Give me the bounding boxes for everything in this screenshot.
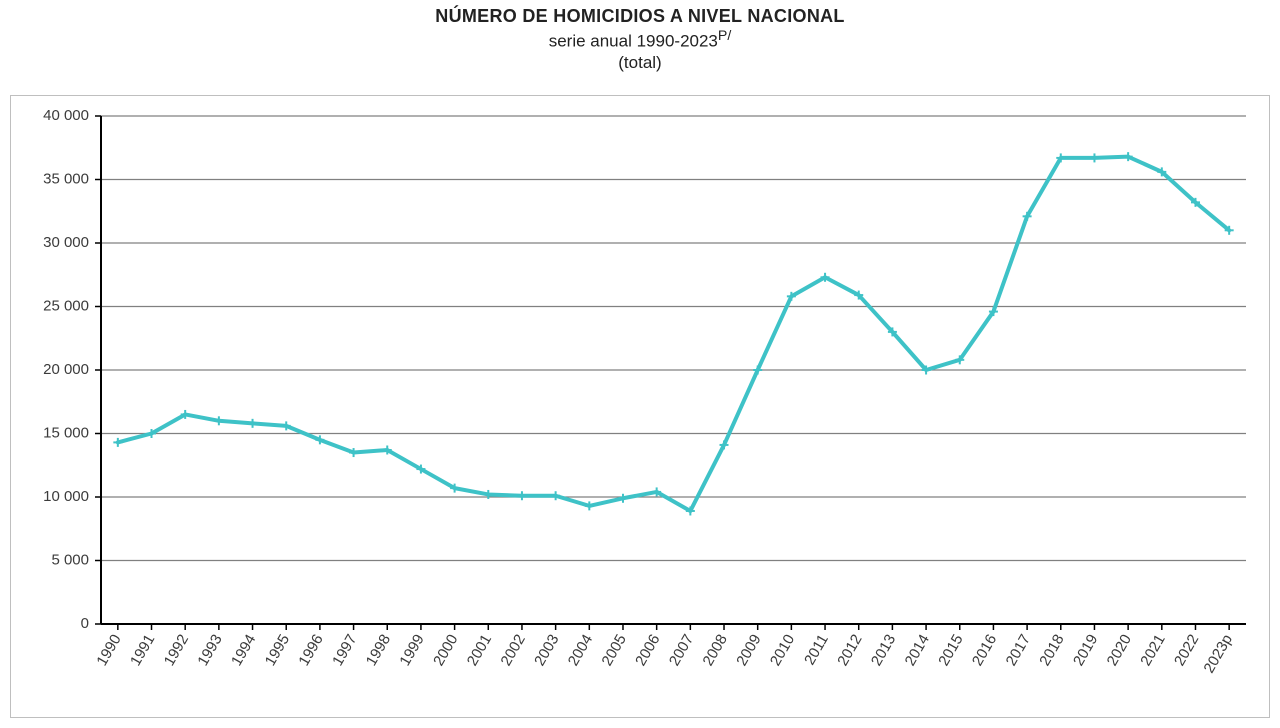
svg-text:2021: 2021 xyxy=(1137,631,1168,668)
svg-text:35 000: 35 000 xyxy=(43,170,89,187)
svg-text:2011: 2011 xyxy=(801,631,832,667)
svg-text:1997: 1997 xyxy=(329,631,360,668)
svg-text:2015: 2015 xyxy=(935,631,966,668)
svg-text:1992: 1992 xyxy=(161,631,192,668)
svg-text:2018: 2018 xyxy=(1036,631,1067,668)
svg-text:2007: 2007 xyxy=(666,631,697,668)
svg-text:2020: 2020 xyxy=(1104,631,1135,668)
svg-text:2022: 2022 xyxy=(1171,631,1202,668)
svg-text:10 000: 10 000 xyxy=(43,488,89,505)
svg-text:2000: 2000 xyxy=(430,631,461,668)
svg-text:2013: 2013 xyxy=(868,631,899,668)
chart-paren-text: (total) xyxy=(618,53,661,72)
svg-text:0: 0 xyxy=(81,615,89,632)
svg-text:40 000: 40 000 xyxy=(43,107,89,124)
svg-text:2014: 2014 xyxy=(902,631,933,668)
chart-subtitle-text: serie anual 1990-2023 xyxy=(549,32,718,51)
svg-text:2017: 2017 xyxy=(1003,631,1034,668)
svg-text:2016: 2016 xyxy=(969,631,1000,668)
chart-page: NÚMERO DE HOMICIDIOS A NIVEL NACIONAL se… xyxy=(0,0,1280,728)
svg-text:1999: 1999 xyxy=(396,631,427,668)
svg-text:1991: 1991 xyxy=(127,631,158,668)
svg-text:1994: 1994 xyxy=(228,631,259,668)
svg-text:30 000: 30 000 xyxy=(43,234,89,251)
svg-text:2003: 2003 xyxy=(531,631,562,668)
chart-titles: NÚMERO DE HOMICIDIOS A NIVEL NACIONAL se… xyxy=(0,0,1280,73)
svg-text:2010: 2010 xyxy=(767,631,798,668)
svg-text:1995: 1995 xyxy=(262,631,293,668)
svg-text:20 000: 20 000 xyxy=(43,361,89,378)
svg-text:2019: 2019 xyxy=(1070,631,1101,668)
chart-subtitle: serie anual 1990-2023P/ xyxy=(0,28,1280,52)
chart-paren: (total) xyxy=(0,53,1280,73)
svg-text:15 000: 15 000 xyxy=(43,424,89,441)
chart-outer-frame: 0 5 000 10 000 15 000 20 000 25 000 30 000 35 0… xyxy=(10,95,1270,718)
chart-title: NÚMERO DE HOMICIDIOS A NIVEL NACIONAL xyxy=(0,6,1280,27)
svg-text:1998: 1998 xyxy=(363,631,394,668)
svg-text:2002: 2002 xyxy=(497,631,528,668)
line-chart: 0 5 000 10 000 15 000 20 000 25 000 30 000 35 0… xyxy=(11,96,1271,719)
svg-text:1996: 1996 xyxy=(295,631,326,668)
chart-title-sup: P/ xyxy=(718,28,731,44)
svg-text:25 000: 25 000 xyxy=(43,297,89,314)
svg-text:2008: 2008 xyxy=(700,631,731,668)
svg-text:2006: 2006 xyxy=(632,631,663,668)
svg-text:2004: 2004 xyxy=(565,631,596,668)
svg-text:2005: 2005 xyxy=(598,631,629,668)
svg-text:2009: 2009 xyxy=(733,631,764,668)
svg-text:1990: 1990 xyxy=(93,631,124,668)
svg-text:2012: 2012 xyxy=(834,631,865,668)
svg-text:2023p: 2023p xyxy=(1200,631,1236,676)
chart-title-text: NÚMERO DE HOMICIDIOS A NIVEL NACIONAL xyxy=(435,6,844,26)
svg-text:5 000: 5 000 xyxy=(51,551,89,568)
svg-text:2001: 2001 xyxy=(464,631,495,668)
svg-text:1993: 1993 xyxy=(194,631,225,668)
